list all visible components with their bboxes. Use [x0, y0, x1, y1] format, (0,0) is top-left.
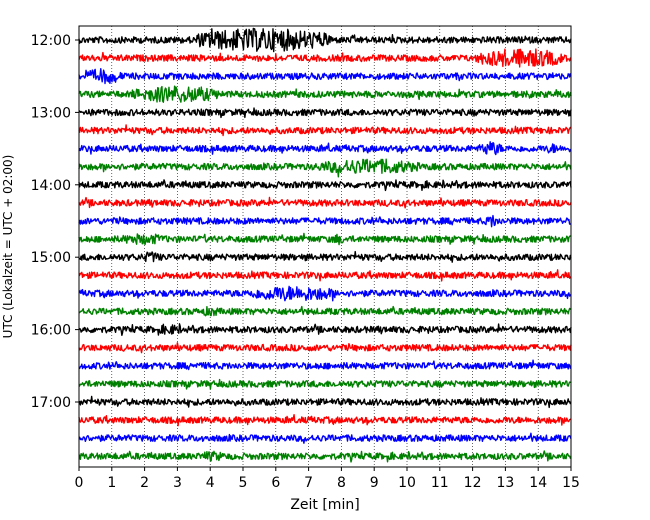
x-tick-label: 0 [75, 475, 84, 491]
y-tick-label: 15:00 [31, 250, 71, 266]
trace-1230 [78, 67, 572, 85]
trace-1245 [78, 85, 572, 103]
x-tick-label: 9 [370, 475, 379, 491]
x-tick-label: 6 [271, 475, 280, 491]
trace-1400 [78, 179, 572, 192]
trace-1415 [78, 196, 572, 209]
x-tick-label: 3 [173, 475, 182, 491]
trace-1545 [78, 305, 572, 317]
trace-1430 [78, 214, 572, 228]
trace-1745 [78, 450, 572, 463]
trace-1600 [78, 323, 572, 336]
trace-1615 [78, 342, 572, 354]
y-tick-label: 14:00 [31, 178, 71, 194]
y-tick-label: 17:00 [31, 395, 71, 411]
y-tick-label: 16:00 [31, 323, 71, 339]
trace-1500 [78, 250, 572, 263]
trace-1215 [78, 48, 572, 68]
trace-1300 [78, 107, 572, 119]
trace-1515 [78, 269, 572, 282]
x-tick-label: 11 [431, 475, 449, 491]
traces [78, 27, 572, 463]
trace-1730 [78, 432, 572, 444]
x-tick-label: 2 [140, 475, 149, 491]
y-tick-label: 12:00 [31, 33, 71, 49]
x-tick-label: 5 [239, 475, 248, 491]
trace-1530 [78, 285, 572, 302]
trace-1345 [78, 158, 572, 178]
trace-1200 [78, 27, 572, 53]
y-axis-title: UTC (Lokalzeit = UTC + 02:00) [1, 155, 15, 339]
x-tick-label: 8 [337, 475, 346, 491]
x-tick-label: 4 [206, 475, 215, 491]
x-tick-label: 1 [107, 475, 116, 491]
trace-1330 [78, 141, 572, 156]
x-tick-label: 10 [398, 475, 416, 491]
x-tick-label: 14 [529, 475, 547, 491]
y-tick-label: 13:00 [31, 105, 71, 121]
x-tick-label: 7 [304, 475, 313, 491]
trace-1715 [78, 413, 572, 427]
x-axis: 0 1 2 3 4 5 6 7 8 9 10 11 12 13 14 15 [75, 467, 580, 491]
x-tick-label: 12 [464, 475, 482, 491]
plot-frame [78, 25, 572, 468]
trace-1445 [78, 232, 572, 246]
x-tick-label: 15 [562, 475, 580, 491]
trace-1630 [78, 359, 572, 371]
x-tick-label: 13 [496, 475, 514, 491]
x-axis-title: Zeit [min] [290, 497, 359, 513]
trace-1315 [78, 124, 572, 137]
y-axis: 12:00 13:00 14:00 15:00 16:00 17:00 [31, 33, 79, 411]
trace-1645 [78, 378, 572, 390]
trace-1700 [78, 395, 572, 409]
